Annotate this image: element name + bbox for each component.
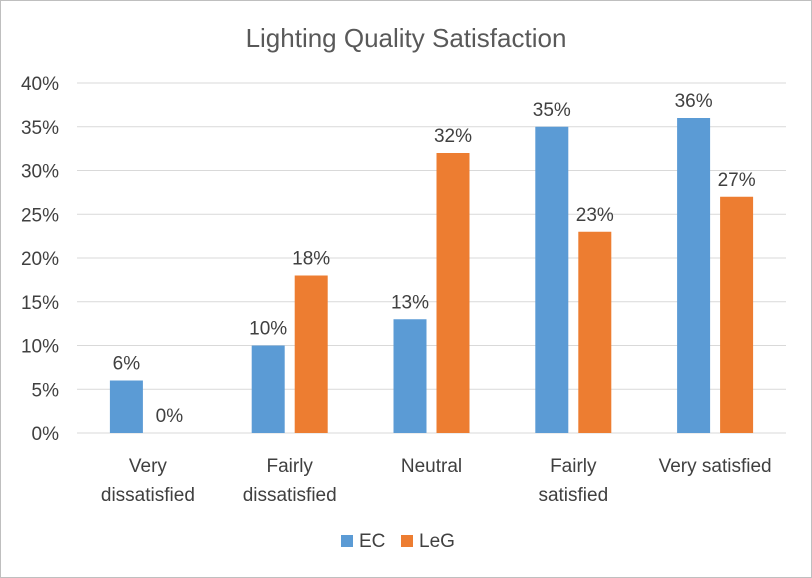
data-label-ec-1: 10% bbox=[249, 319, 287, 340]
y-tick-label: 5% bbox=[32, 380, 60, 401]
legend-swatch-leg bbox=[401, 535, 413, 547]
bar-leg-2 bbox=[436, 153, 470, 433]
y-tick-label: 10% bbox=[21, 337, 59, 358]
bar-ec-1 bbox=[251, 345, 285, 433]
data-label-leg-3: 23% bbox=[576, 205, 614, 226]
data-label-ec-3: 35% bbox=[533, 100, 571, 121]
legend-label-leg: LeG bbox=[419, 531, 455, 552]
y-tick-label: 0% bbox=[32, 424, 60, 445]
legend-swatch-ec bbox=[341, 535, 353, 547]
category-label: Very satisfied bbox=[659, 456, 772, 477]
bars bbox=[109, 118, 754, 433]
bar-ec-3 bbox=[535, 126, 569, 433]
bar-leg-3 bbox=[578, 231, 612, 433]
y-tick-label: 25% bbox=[21, 205, 59, 226]
bar-leg-4 bbox=[720, 196, 754, 433]
x-axis-category-labels: Very dissatisfied Fairly dissatisfied Neutra… bbox=[101, 456, 772, 506]
data-label-ec-0: 6% bbox=[113, 354, 141, 375]
data-label-leg-0: 0% bbox=[156, 406, 184, 427]
data-label-ec-2: 13% bbox=[391, 292, 429, 313]
data-labels: 6% 0% 10% 18% 13% 32% 35% 23% 36% 27% bbox=[113, 91, 756, 427]
y-tick-label: 20% bbox=[21, 249, 59, 270]
y-axis-tick-labels: 0% 5% 10% 15% 20% 25% 30% 35% 40% bbox=[21, 74, 59, 445]
data-label-leg-4: 27% bbox=[718, 170, 756, 191]
legend-label-ec: EC bbox=[359, 531, 385, 552]
category-label: Fairly satisfied bbox=[538, 456, 608, 506]
data-label-ec-4: 36% bbox=[675, 91, 713, 112]
data-label-leg-1: 18% bbox=[292, 249, 330, 270]
y-tick-label: 40% bbox=[21, 74, 59, 95]
category-label: Neutral bbox=[401, 456, 462, 477]
bar-ec-2 bbox=[393, 319, 427, 433]
bar-ec-4 bbox=[677, 118, 711, 433]
data-label-leg-2: 32% bbox=[434, 126, 472, 147]
bar-ec-0 bbox=[109, 380, 143, 433]
y-tick-label: 30% bbox=[21, 162, 59, 183]
gridlines bbox=[77, 82, 786, 434]
y-tick-label: 15% bbox=[21, 293, 59, 314]
category-label: Fairly dissatisfied bbox=[243, 456, 337, 506]
legend: EC LeG bbox=[341, 531, 455, 552]
bar-leg-1 bbox=[294, 275, 328, 433]
chart-title: Lighting Quality Satisfaction bbox=[246, 23, 567, 53]
category-label: Very dissatisfied bbox=[101, 456, 195, 506]
y-tick-label: 35% bbox=[21, 118, 59, 139]
